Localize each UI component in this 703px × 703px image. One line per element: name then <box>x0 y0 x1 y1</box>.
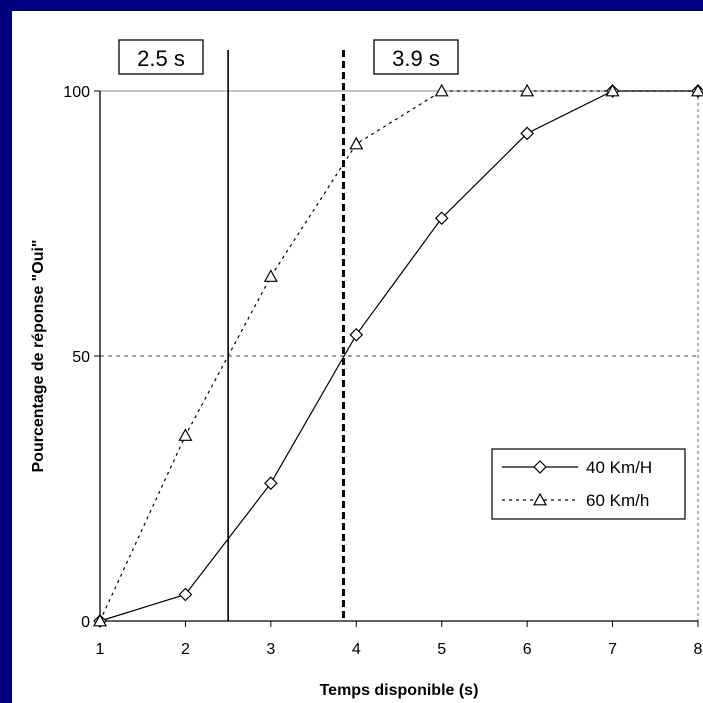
legend: 40 Km/H 60 Km/h <box>491 448 686 520</box>
x-tick-label-6: 6 <box>523 641 532 658</box>
series-2-point-5 <box>434 83 449 97</box>
x-tick-label-5: 5 <box>437 641 446 658</box>
y-tick-label-0: 0 <box>81 614 90 631</box>
series-1-point-6 <box>520 126 534 141</box>
tick-labels: 1 2 3 4 5 6 7 8 0 50 100 <box>63 84 702 658</box>
series-line-2 <box>99 90 698 622</box>
legend-label-2: 60 Km/h <box>586 491 649 510</box>
series-1-point-4 <box>349 327 364 342</box>
axes <box>94 90 699 627</box>
series-2-point-2 <box>178 428 193 441</box>
legend-marker-1 <box>533 460 547 474</box>
x-tick-label-4: 4 <box>352 641 361 658</box>
legend-box <box>491 448 686 520</box>
x-tick-label-3: 3 <box>266 641 275 658</box>
series-2-point-8 <box>690 83 703 97</box>
series-2-point-7 <box>605 83 620 97</box>
series-2-point-1 <box>92 613 108 627</box>
legend-label-1: 40 Km/H <box>586 458 652 477</box>
x-tick-label-2: 2 <box>181 641 190 658</box>
series <box>92 83 703 628</box>
x-tick-label-1: 1 <box>96 641 105 658</box>
x-tick-label-7: 7 <box>608 641 617 658</box>
series-line-1 <box>99 90 698 622</box>
series-1-point-2 <box>178 587 193 602</box>
series-2-point-4 <box>349 136 364 150</box>
annotation-label-1: 2.5 s <box>137 46 185 71</box>
x-axis-label: Temps disponible (s) <box>320 682 479 699</box>
annotation-label-2: 3.9 s <box>392 46 440 71</box>
series-2-point-3 <box>263 269 278 282</box>
annotation-box-1 <box>118 39 204 75</box>
annotation-box-2 <box>373 39 459 75</box>
y-tick-label-100: 100 <box>63 84 90 101</box>
y-tick-label-50: 50 <box>72 349 90 366</box>
y-axis-label: Pourcentage de réponse "Oui" <box>30 240 47 473</box>
series-1-point-3 <box>264 476 278 491</box>
legend-marker-2 <box>532 492 548 506</box>
x-tick-label-8: 8 <box>694 641 703 658</box>
annotation-lines: 2.5 s 3.9 s <box>118 39 459 621</box>
series-2-point-6 <box>520 83 535 97</box>
series-1-point-5 <box>434 211 449 226</box>
